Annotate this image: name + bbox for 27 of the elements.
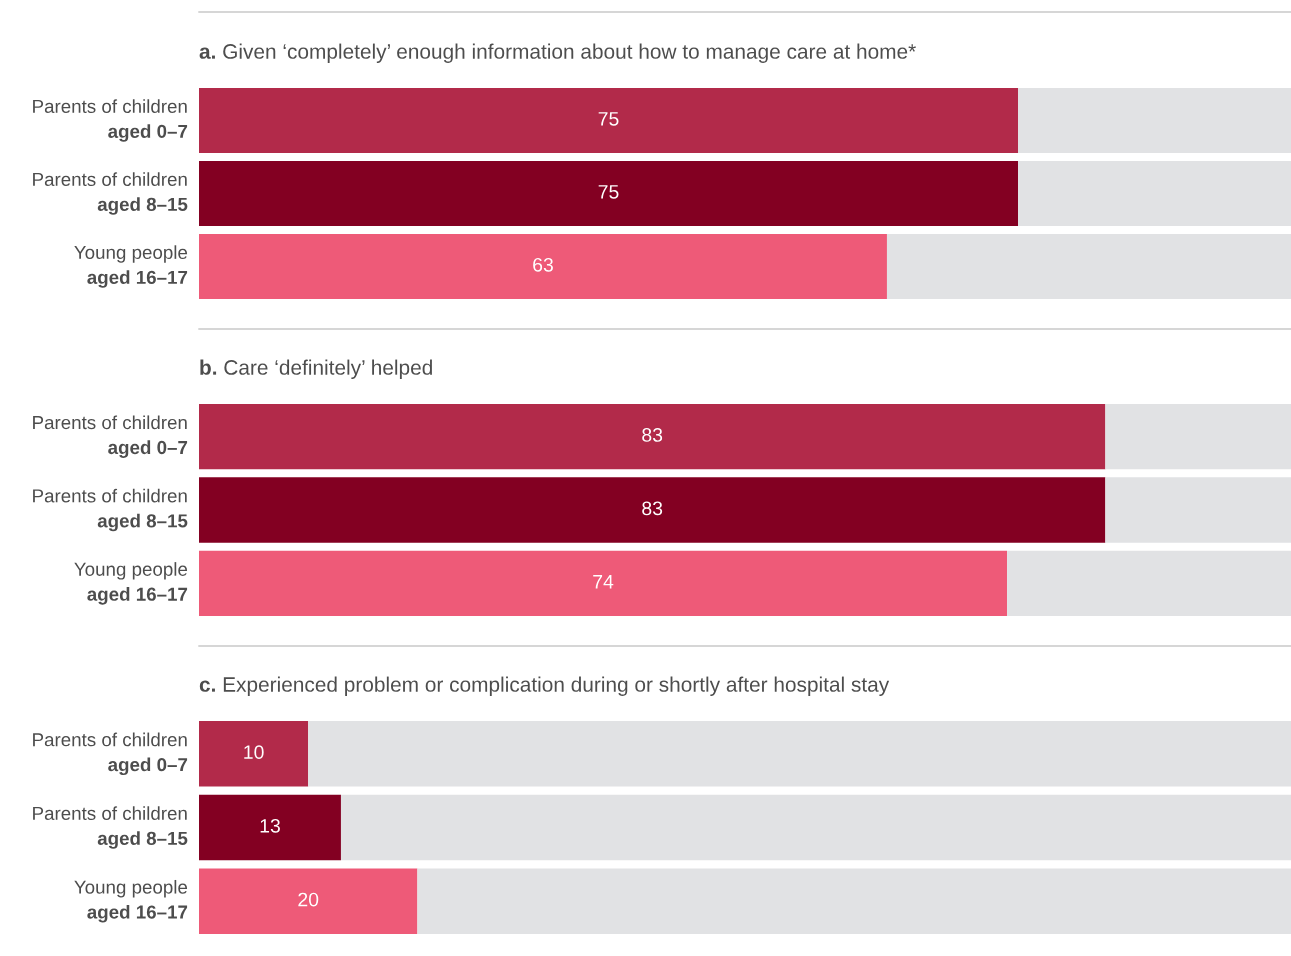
bar	[199, 721, 309, 787]
y-tick-label: Parents of children aged 0–7	[33, 415, 188, 458]
y-tick-label: Parents of children aged 0–7	[33, 99, 188, 142]
chart-title: c. Experienced problem or complication during or shortly after hospital stay	[199, 676, 890, 696]
data-label: 13	[260, 818, 280, 833]
y-tick-label: Young people aged 16–17	[74, 879, 188, 923]
bar	[340, 794, 1291, 861]
bar	[199, 868, 418, 934]
chart-title: b. Care ‘definitely’ helped	[200, 359, 432, 379]
data-label: 83	[642, 428, 663, 442]
bar	[417, 868, 1291, 934]
bar	[308, 721, 1291, 787]
data-label: 75	[598, 112, 619, 126]
y-tick-label: Young people aged 16–17	[74, 245, 188, 288]
data-label: 20	[298, 892, 319, 907]
data-label: 74	[593, 575, 614, 589]
data-label: 63	[533, 257, 553, 272]
data-label: 75	[598, 185, 619, 199]
y-tick-label: Parents of children aged 8–15	[33, 806, 188, 849]
data-label: 10	[244, 745, 264, 760]
y-tick-label: Young people aged 16–17	[74, 562, 188, 605]
chart-title: a. Given ‘completely’ enough information about how to manage care at home*	[199, 43, 916, 63]
y-tick-label: Parents of children aged 0–7	[33, 732, 188, 776]
y-tick-label: Parents of children aged 8–15	[33, 172, 188, 215]
bar	[199, 794, 341, 861]
data-label: 83	[642, 501, 663, 516]
y-tick-label: Parents of children aged 8–15	[33, 488, 188, 532]
